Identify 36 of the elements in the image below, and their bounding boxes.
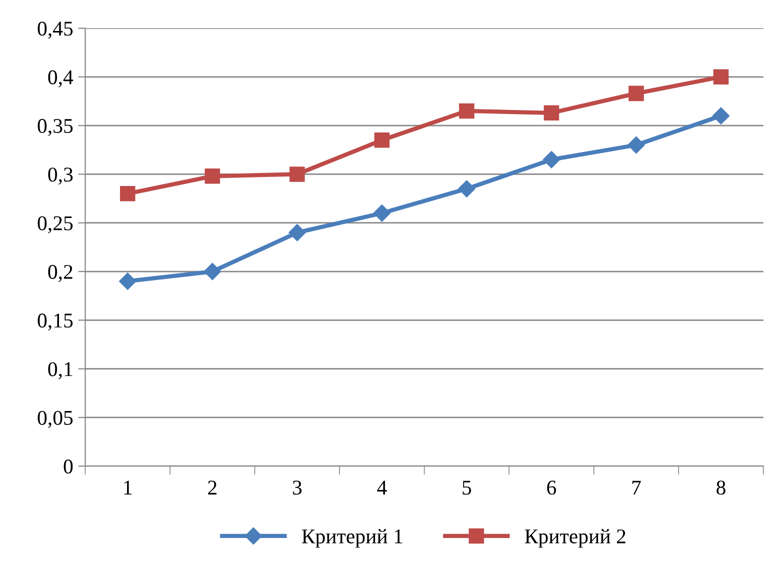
point	[373, 204, 390, 222]
y-tick-label: 0,45	[38, 22, 73, 39]
y-tick-label: 0,25	[38, 216, 73, 234]
y-tick-label: 0,35	[38, 118, 73, 136]
x-tick-label: 6	[547, 480, 556, 495]
point	[713, 69, 729, 85]
point	[374, 132, 390, 148]
legend-label: Критерий 1	[302, 528, 402, 548]
x-tick-label: 2	[208, 480, 216, 494]
point	[119, 272, 136, 290]
y-tick-label: 0,1	[48, 362, 72, 380]
x-tick-label: 5	[462, 480, 472, 495]
point	[628, 86, 644, 102]
point	[628, 136, 645, 154]
x-tick-label: 8	[716, 480, 726, 495]
point	[120, 186, 136, 202]
point	[204, 262, 221, 280]
x-tick-label: 3	[292, 480, 302, 495]
legend-label: Критерий 2	[524, 528, 626, 548]
y-tick-label: 0	[64, 460, 73, 474]
x-tick-label: 1	[124, 480, 132, 494]
y-tick-label: 0,15	[38, 314, 73, 331]
point	[458, 180, 476, 198]
y-tick-label: 0,05	[38, 410, 73, 428]
y-tick-label: 0,2	[48, 264, 72, 282]
point	[712, 107, 730, 124]
x-tick-label: 4	[377, 480, 387, 494]
y-tick-label: 0,4	[48, 70, 74, 88]
point	[204, 168, 220, 184]
point	[544, 105, 560, 121]
point	[288, 224, 306, 242]
y-tick-label: 0,3	[48, 168, 73, 185]
x-tick-label: 7	[632, 480, 641, 494]
point	[542, 151, 560, 168]
point	[290, 166, 305, 182]
point	[459, 103, 474, 119]
